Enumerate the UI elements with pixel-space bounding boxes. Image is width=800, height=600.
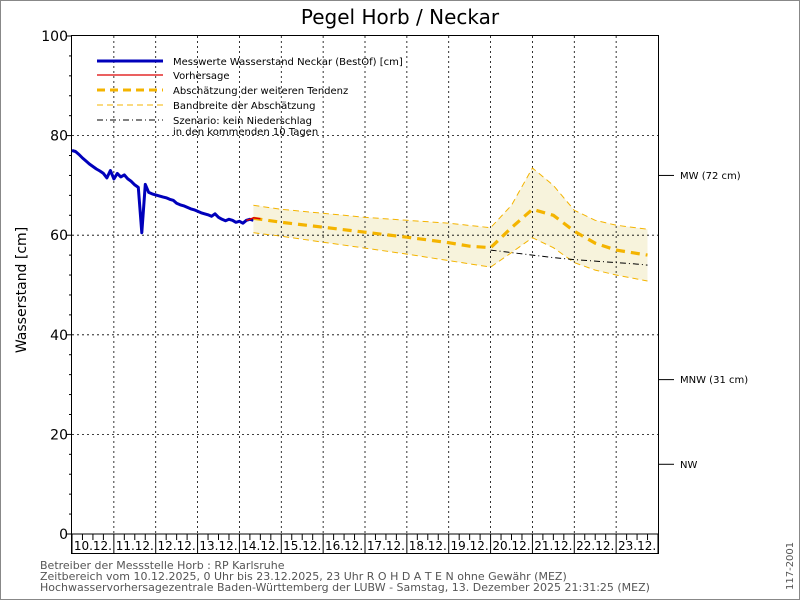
series-line-band-upper — [253, 167, 648, 230]
x-axis: 10.12. 11.12. 12.12. 13.12. 14.12. 15.12. 16.1… — [71, 533, 659, 553]
y-tick-label: 80 — [50, 129, 68, 145]
x-tick-label: 18.12. — [409, 539, 447, 553]
footer-operator: Betreiber der Messstelle Horb : RP Karls… — [40, 559, 285, 572]
x-tick-label: 10.12. — [74, 539, 112, 553]
footer-time-range: Zeitbereich vom 10.12.2025, 0 Uhr bis 23… — [40, 570, 567, 583]
y-tick-label: 0 — [59, 527, 68, 543]
x-tick-label: 17.12. — [367, 539, 405, 553]
series-line-messwerte — [71, 149, 254, 235]
reference-level-label: MW (72 cm) — [680, 171, 741, 182]
x-tick-label: 21.12. — [534, 539, 572, 553]
uncertainty-band — [253, 168, 648, 281]
chart-title: Pegel Horb / Neckar — [301, 5, 500, 29]
legend-label-szenario: Szenario: kein Niederschlag — [173, 116, 312, 127]
legend: Messwerte Wasserstand Neckar (BestOf) [c… — [97, 57, 403, 138]
y-tick-label: 100 — [41, 29, 68, 45]
y-axis-label: Wasserstand [cm] — [14, 227, 30, 353]
legend-label-bandbreite: Bandbreite der Abschätzung — [173, 101, 315, 112]
gridlines — [72, 36, 658, 534]
series — [71, 149, 648, 282]
y-tick-label: 20 — [50, 427, 68, 443]
x-tick-label: 14.12. — [241, 539, 279, 553]
x-tick-label: 15.12. — [283, 539, 321, 553]
x-tick-label: 11.12. — [116, 539, 154, 553]
x-tick-label: 12.12. — [158, 539, 196, 553]
series-line-szenario — [490, 249, 648, 266]
y-axis: 0 20 40 60 80 100 — [41, 29, 72, 543]
series-line-tendenz — [253, 207, 648, 257]
y-tick-label: 60 — [50, 228, 68, 244]
reference-level-label: MNW (31 cm) — [680, 375, 748, 386]
footer-source: Hochwasservorhersagezentrale Baden-Württ… — [40, 581, 650, 594]
legend-label-messwerte: Messwerte Wasserstand Neckar (BestOf) [c… — [173, 57, 403, 68]
legend-label-szenario-line2: in den kommenden 10 Tagen — [173, 127, 318, 138]
legend-label-tendenz: Abschätzung der weiteren Tendenz — [173, 86, 348, 97]
series-line-vorhersage — [246, 217, 261, 222]
legend-label-vorhersage: Vorhersage — [173, 71, 230, 82]
reference-levels: MW (72 cm) MNW (31 cm) NW — [658, 171, 748, 471]
series-line-band-lower — [253, 232, 648, 282]
x-tick-label: 22.12. — [576, 539, 614, 553]
x-tick-label: 13.12. — [199, 539, 237, 553]
y-tick-label: 40 — [50, 328, 68, 344]
x-tick-label: 20.12. — [492, 539, 530, 553]
footer-code: 117-2001 — [785, 542, 796, 590]
reference-level-label: NW — [680, 460, 697, 471]
band-fill — [253, 168, 648, 281]
x-tick-label: 23.12. — [618, 539, 656, 553]
x-tick-label: 16.12. — [325, 539, 363, 553]
x-tick-label: 19.12. — [451, 539, 489, 553]
